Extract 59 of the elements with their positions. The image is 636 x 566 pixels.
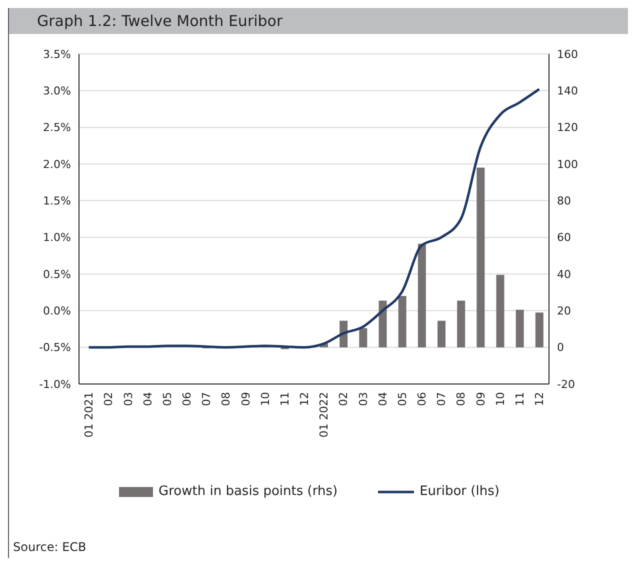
- y2-tick-label: 160: [557, 48, 578, 61]
- bar: [496, 274, 504, 348]
- line-series: [88, 88, 540, 349]
- y2-tick-label: 100: [557, 158, 578, 171]
- y2-tick-label: -20: [557, 378, 575, 391]
- x-tick-label: 01 2022: [318, 392, 331, 438]
- y-tick-label: 2.0%: [43, 158, 71, 171]
- x-tick-label: 01 2021: [82, 392, 96, 438]
- x-tick-label: 11: [513, 392, 526, 406]
- y-tick-label: 2.5%: [43, 121, 71, 134]
- y-tick-label: 0.0%: [43, 304, 71, 318]
- y2-tick-label: 80: [557, 194, 571, 208]
- y-tick-label: 1.0%: [43, 231, 71, 244]
- x-tick-label: 05: [396, 392, 409, 406]
- y2-tick-label: 140: [557, 84, 578, 98]
- bar: [476, 168, 485, 348]
- x-tick-label: 11: [278, 392, 292, 406]
- x-tick-label: 08: [220, 392, 233, 406]
- y-tick-label: 1.5%: [43, 194, 71, 208]
- bar: [359, 328, 368, 348]
- y-tick-label: -1.0%: [39, 378, 71, 391]
- x-tick-label: 12: [533, 392, 546, 406]
- y2-tick-label: 20: [557, 304, 571, 318]
- y2-tick-label: 60: [557, 231, 571, 244]
- x-tick-label: 07: [435, 392, 448, 406]
- y2-tick-label: 120: [557, 121, 578, 134]
- x-tick-label: 07: [200, 392, 214, 406]
- bar: [457, 300, 466, 348]
- legend-label: Euribor (lhs): [420, 484, 500, 499]
- x-tick-label: 06: [180, 392, 194, 406]
- source-note: Source: ECB: [13, 540, 86, 554]
- bar: [438, 320, 446, 348]
- x-tick-label: 02: [337, 392, 350, 406]
- x-tick-label: 04: [376, 392, 390, 406]
- bar: [516, 310, 524, 348]
- x-tick-label: 12: [298, 392, 312, 406]
- x-tick-label: 03: [122, 392, 135, 406]
- x-tick-label: 10: [494, 392, 507, 406]
- x-tick-label: 04: [141, 392, 154, 406]
- x-tick-label: 02: [102, 392, 116, 406]
- bar: [398, 296, 406, 348]
- x-tick-label: 09: [239, 392, 252, 406]
- bar: [535, 312, 544, 348]
- x-tick-label: 06: [416, 392, 429, 406]
- x-tick-label: 10: [258, 392, 272, 406]
- chart-title: Graph 1.2: Twelve Month Euribor: [9, 8, 628, 34]
- y-tick-label: -0.5%: [39, 341, 71, 354]
- x-tick-label: 05: [160, 392, 174, 406]
- bar: [378, 300, 387, 348]
- y2-tick-label: 40: [557, 268, 571, 281]
- y-tick-label: 0.5%: [43, 268, 71, 281]
- bar: [418, 244, 426, 348]
- x-tick-label: 08: [454, 392, 468, 406]
- y2-tick-label: 0: [557, 341, 564, 354]
- y-tick-label: 3.5%: [43, 48, 71, 61]
- x-tick-label: 09: [474, 392, 488, 406]
- legend-label: Growth in basis points (rhs): [158, 484, 338, 499]
- x-tick-label: 03: [356, 392, 370, 406]
- y-tick-label: 3.0%: [43, 84, 71, 98]
